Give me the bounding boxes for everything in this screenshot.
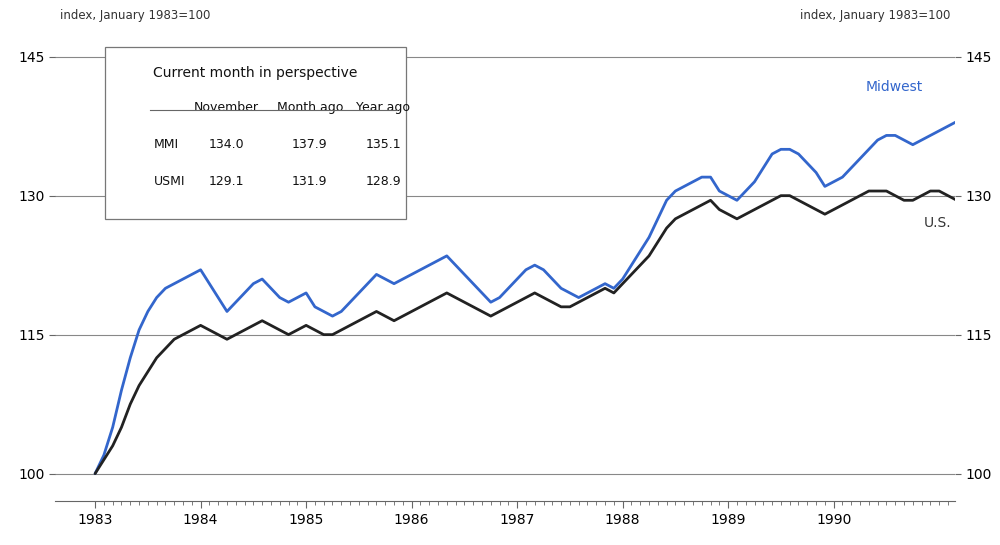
FancyBboxPatch shape (104, 47, 406, 219)
Text: 131.9: 131.9 (292, 175, 327, 188)
Text: Midwest: Midwest (865, 80, 923, 94)
Text: 137.9: 137.9 (292, 138, 328, 151)
Text: index, January 1983=100: index, January 1983=100 (800, 9, 950, 22)
Text: 135.1: 135.1 (366, 138, 401, 151)
Text: 128.9: 128.9 (366, 175, 401, 188)
Text: U.S.: U.S. (923, 216, 951, 230)
Text: Current month in perspective: Current month in perspective (153, 66, 357, 80)
Text: USMI: USMI (154, 175, 186, 188)
Text: 134.0: 134.0 (208, 138, 244, 151)
Text: MMI: MMI (154, 138, 179, 151)
Text: index, January 1983=100: index, January 1983=100 (60, 9, 210, 22)
Text: Month ago: Month ago (277, 101, 343, 114)
Text: November: November (194, 101, 258, 114)
Text: Year ago: Year ago (356, 101, 411, 114)
Text: 129.1: 129.1 (208, 175, 244, 188)
